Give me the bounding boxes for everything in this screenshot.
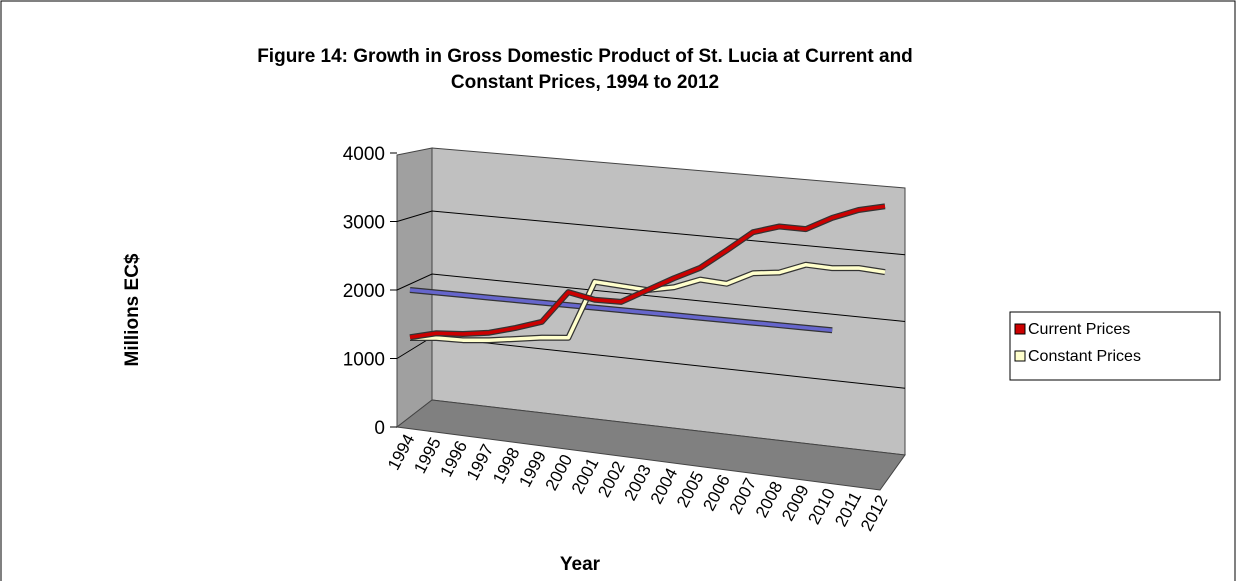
series-line	[409, 204, 886, 339]
legend-label: Constant Prices	[1028, 348, 1141, 365]
y-tick-label: 3000	[343, 213, 385, 234]
y-tick-label: 4000	[343, 144, 385, 165]
legend-swatch	[1014, 323, 1026, 335]
x-axis-label: Year	[560, 554, 601, 575]
y-tick-label: 0	[374, 418, 385, 439]
series-line	[409, 288, 833, 332]
y-tick-label: 2000	[343, 281, 385, 302]
chart-title: Constant Prices, 1994 to 2012	[451, 72, 719, 93]
grid-line	[396, 273, 906, 322]
chart-title: Figure 14: Growth in Gross Domestic Prod…	[257, 46, 913, 67]
legend-box	[1009, 311, 1221, 381]
y-tick-label: 1000	[343, 350, 385, 371]
y-axis-label: Millions EC$	[122, 253, 143, 366]
grid-line	[396, 210, 906, 256]
legend-label: Current Prices	[1028, 321, 1130, 338]
legend-swatch	[1014, 350, 1026, 362]
floor	[395, 399, 906, 491]
